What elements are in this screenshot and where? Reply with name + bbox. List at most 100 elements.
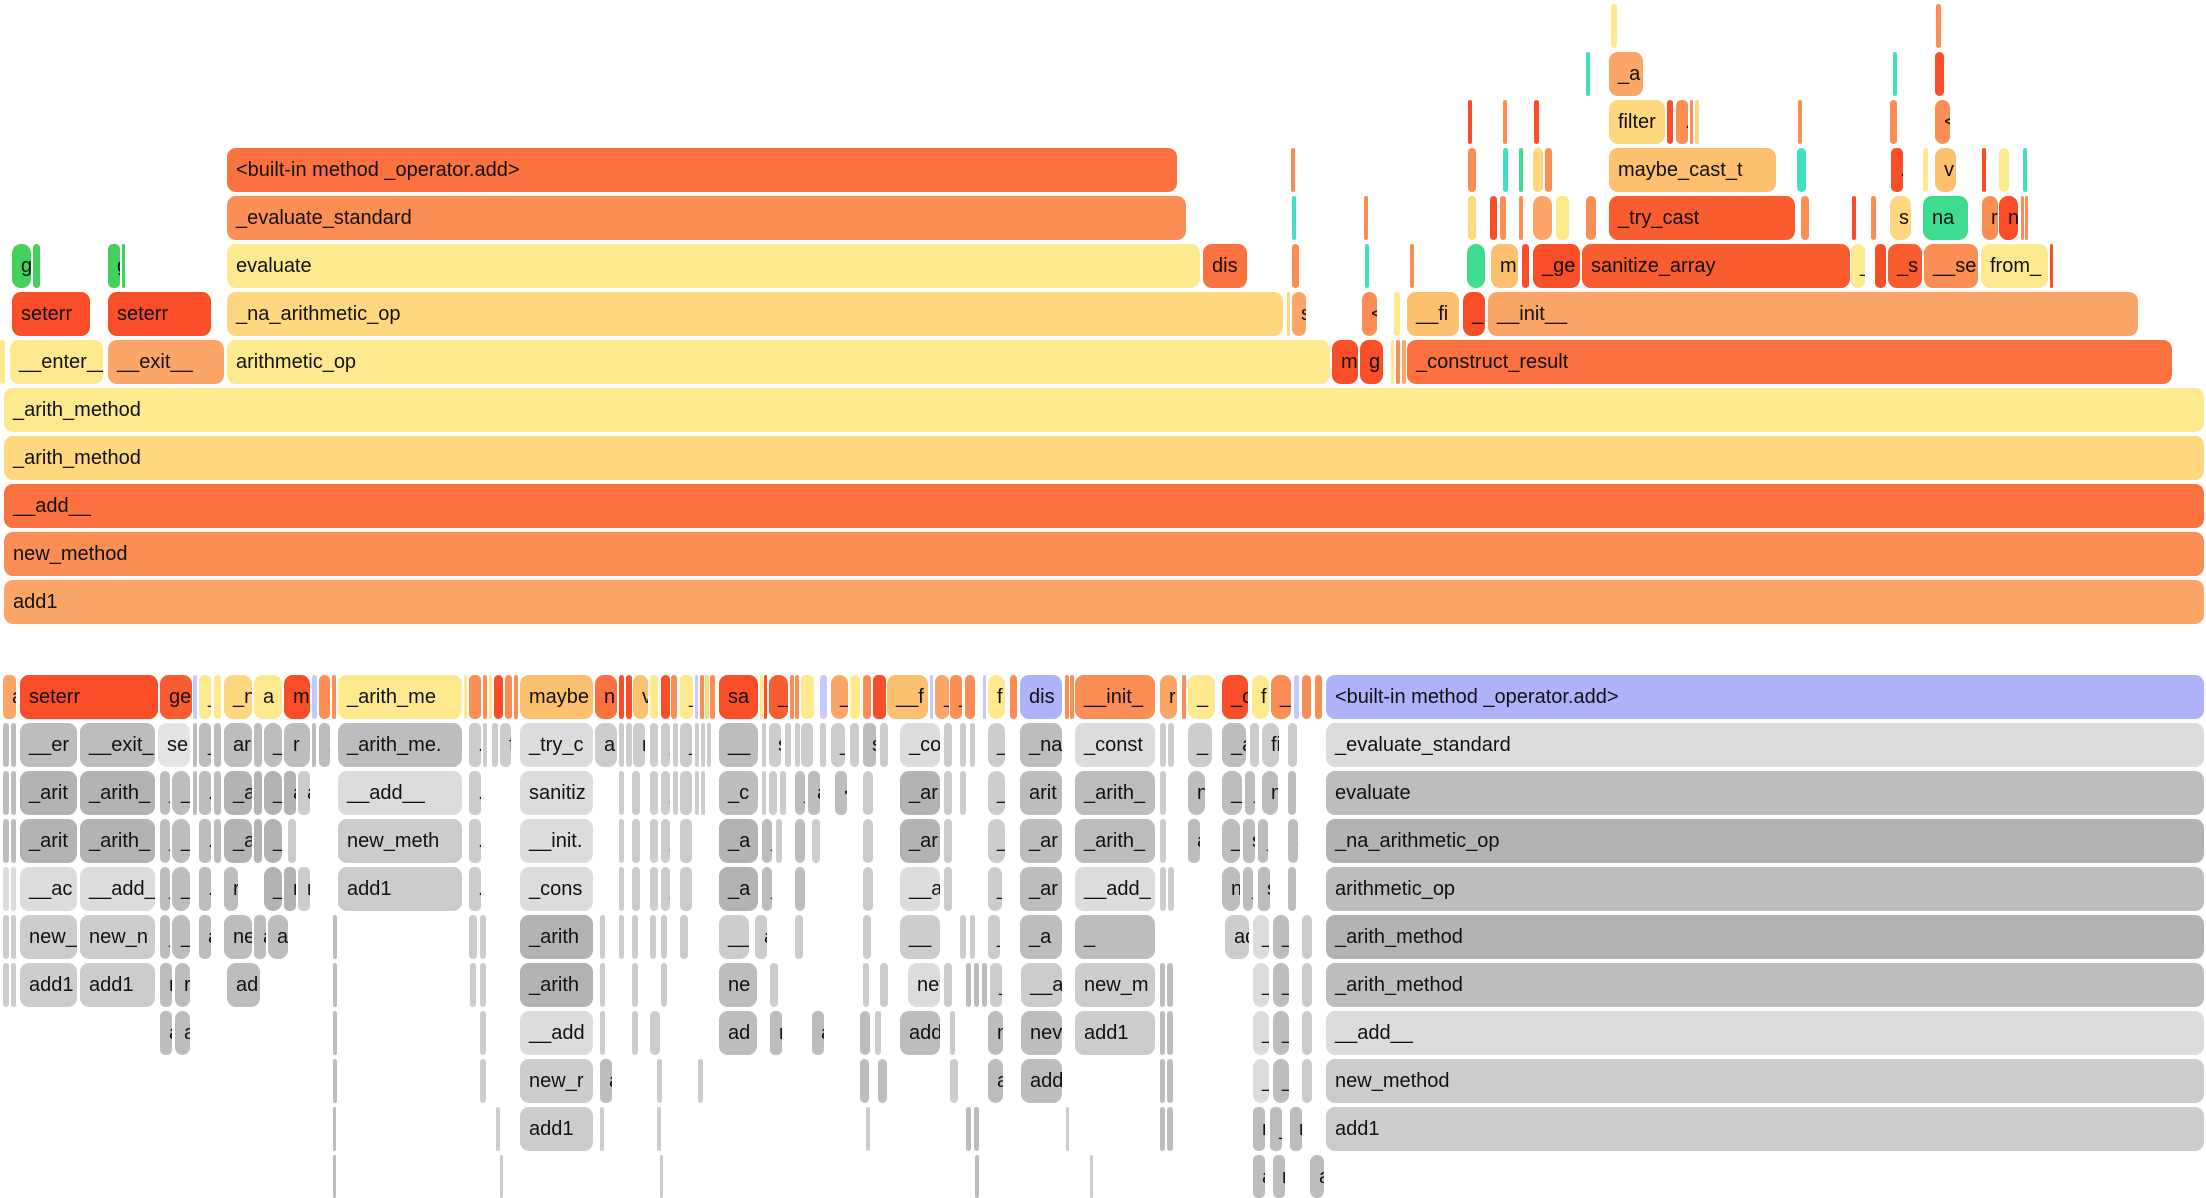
flame-frame-_[interactable]: _ [1188, 723, 1212, 767]
flame-frame-s[interactable]: s [1243, 819, 1255, 863]
flame-frame-sliver[interactable] [707, 723, 711, 767]
flame-frame-_s[interactable]: _s [1888, 244, 1922, 288]
flame-frame-new_n[interactable]: new_n [80, 915, 155, 959]
flame-frame-ac[interactable]: ac [268, 915, 288, 959]
flame-frame-sliver[interactable] [1611, 4, 1617, 48]
flame-frame-sliver[interactable] [2023, 148, 2027, 192]
flame-frame-_[interactable]: _ [661, 819, 670, 863]
flame-frame-a[interactable]: a [600, 1059, 612, 1103]
flame-frame-builtinmethod_operatoradd[interactable]: <built-in method _operator.add> [1326, 675, 2204, 719]
flame-frame-sliver[interactable] [966, 963, 971, 1007]
flame-frame-sliver[interactable] [3, 867, 9, 911]
flame-frame-nev[interactable]: nev [1021, 1011, 1062, 1055]
flame-frame-a[interactable]: a [160, 1011, 172, 1055]
flame-frame-n[interactable]: n [1250, 723, 1259, 767]
flame-frame-sliver[interactable] [695, 771, 699, 815]
flame-frame-m[interactable]: m [1332, 340, 1358, 384]
flame-frame-_[interactable]: _ [950, 675, 962, 719]
flame-frame-dis[interactable]: dis [1020, 675, 1062, 719]
flame-frame-sliver[interactable] [1364, 196, 1368, 240]
flame-frame-_[interactable]: _ [199, 723, 211, 767]
flame-frame-_a[interactable]: _a [224, 771, 252, 815]
flame-frame-__[interactable]: __ [719, 915, 749, 959]
flame-frame-sliver[interactable] [1292, 244, 1299, 288]
flame-frame-_a[interactable]: _a [264, 771, 282, 815]
flame-frame-_arith_method[interactable]: _arith_method [4, 388, 2204, 432]
flame-frame-_[interactable]: _ [795, 771, 805, 815]
flame-frame-maybe_cast_t[interactable]: maybe_cast_t [1609, 148, 1776, 192]
flame-frame-sliver[interactable] [1503, 100, 1507, 144]
flame-frame-sliver[interactable] [671, 675, 677, 719]
flame-frame-_na[interactable]: _na [1020, 723, 1062, 767]
flame-frame-n[interactable]: n [1999, 196, 2018, 240]
flame-frame-evaluate[interactable]: evaluate [227, 244, 1200, 288]
flame-frame-_a[interactable]: _a [1020, 915, 1062, 959]
flame-frame-sliver[interactable] [785, 723, 791, 767]
flame-frame-sliver[interactable] [863, 675, 871, 719]
flame-frame-_[interactable]: _ [199, 675, 211, 719]
flame-frame-[interactable]: . [944, 963, 952, 1007]
flame-frame-_[interactable]: _ [172, 771, 190, 815]
flame-frame-sliver[interactable] [1168, 723, 1174, 767]
flame-frame-_[interactable]: _ [172, 819, 190, 863]
flame-frame-_[interactable]: _ [661, 723, 670, 767]
flame-frame-sliver[interactable] [762, 723, 766, 767]
flame-frame-[interactable]: . [632, 771, 640, 815]
flame-frame-sliver[interactable] [695, 675, 698, 719]
flame-frame-[interactable]: . [1586, 196, 1596, 240]
flame-frame-s[interactable]: s [1292, 292, 1306, 336]
flame-frame-sliver[interactable] [795, 915, 803, 959]
flame-frame-fi[interactable]: fi [1262, 723, 1279, 767]
flame-frame-add1[interactable]: add1 [520, 1107, 593, 1151]
flame-frame-[interactable]: . [880, 963, 888, 1007]
flame-frame-sliver[interactable] [1396, 340, 1400, 384]
flame-frame-sliver[interactable] [960, 771, 966, 815]
flame-frame-sliver[interactable] [970, 723, 975, 767]
flame-frame-_[interactable]: _ [254, 771, 262, 815]
flame-frame-sliver[interactable] [514, 675, 518, 719]
flame-frame-new_[interactable]: new_ [20, 915, 77, 959]
flame-frame-sliver[interactable] [1533, 196, 1552, 240]
flame-frame-[interactable]: . [650, 771, 658, 815]
flame-frame-se[interactable]: se [158, 723, 190, 767]
flame-frame-sliver[interactable] [505, 675, 512, 719]
flame-frame-[interactable]: . [632, 819, 640, 863]
flame-frame-_arith_method[interactable]: _arith_method [1326, 963, 2204, 1007]
flame-frame-sliver[interactable] [795, 723, 800, 767]
flame-frame-a[interactable]: a [860, 1059, 869, 1103]
flame-frame-__fi[interactable]: __fi [1407, 292, 1459, 336]
flame-frame-sliver[interactable] [480, 1011, 486, 1055]
flame-frame-add1[interactable]: add1 [1075, 1011, 1155, 1055]
flame-frame-__init[interactable]: __init. [520, 819, 593, 863]
flame-frame-sliver[interactable] [1586, 52, 1590, 96]
flame-frame-_ar[interactable]: _ar [900, 771, 940, 815]
flame-frame-a[interactable]: a [284, 771, 296, 815]
flame-frame-[interactable]: . [650, 723, 658, 767]
flame-frame-[interactable]: . [319, 675, 330, 719]
flame-frame-[interactable]: . [199, 867, 211, 911]
flame-frame-[interactable]: . [875, 1011, 881, 1055]
flame-frame-_arith[interactable]: _arith [520, 915, 593, 959]
flame-frame-arithmetic_op[interactable]: arithmetic_op [1326, 867, 2204, 911]
flame-frame-sliver[interactable] [764, 675, 767, 719]
flame-frame-sliver[interactable] [1090, 1155, 1093, 1198]
flame-frame-sliver[interactable] [600, 915, 605, 959]
flame-frame-sliver[interactable] [632, 915, 638, 959]
flame-frame-sliver[interactable] [11, 819, 16, 863]
flame-frame-dis[interactable]: dis [1203, 244, 1247, 288]
flame-frame-sliver[interactable] [1160, 1107, 1165, 1151]
flame-frame-n[interactable]: n [1188, 771, 1205, 815]
flame-frame-sliver[interactable] [33, 244, 40, 288]
flame-frame-sliver[interactable] [960, 915, 966, 959]
flame-frame-sliver[interactable] [661, 963, 667, 1007]
flame-frame-sliver[interactable] [680, 771, 692, 815]
flame-frame-_arith_method[interactable]: _arith_method [4, 436, 2204, 480]
flame-frame-sliver[interactable] [470, 963, 476, 1007]
flame-frame-_[interactable]: _ [160, 819, 170, 863]
flame-frame-sliver[interactable] [660, 1155, 663, 1198]
flame-frame-sliver[interactable] [483, 675, 487, 719]
flame-frame-new_method[interactable]: new_method [1326, 1059, 2204, 1103]
flame-frame-add1[interactable]: add1 [4, 580, 2204, 624]
flame-frame-n[interactable]: n [988, 1011, 1003, 1055]
flame-frame-_arit[interactable]: _arit [20, 819, 77, 863]
